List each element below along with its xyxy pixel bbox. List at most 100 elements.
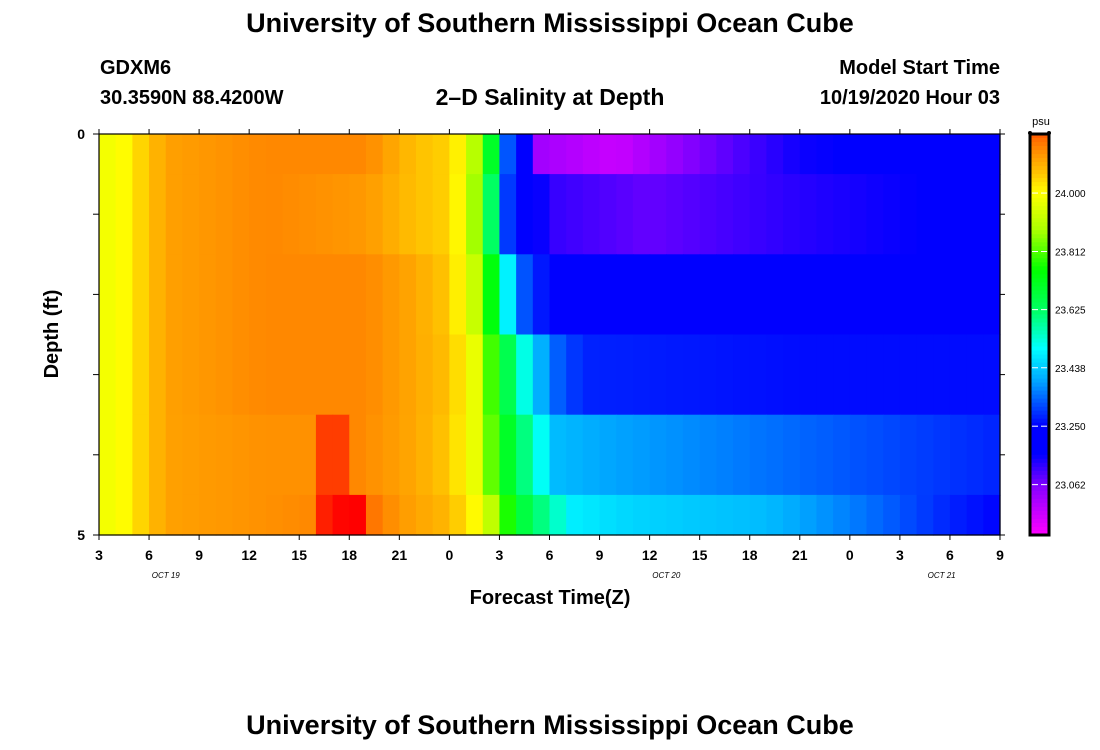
colorbar-segment	[1030, 206, 1049, 211]
heatmap-cell	[482, 254, 501, 336]
heatmap-cell	[983, 414, 1001, 496]
heatmap-cell	[766, 134, 784, 175]
colorbar-segment	[1030, 490, 1049, 496]
x-tick-label: 12	[642, 547, 658, 563]
heatmap-cell	[499, 414, 517, 496]
colorbar-segment	[1030, 438, 1049, 444]
heatmap-cell	[899, 134, 918, 175]
colorbar-segment	[1030, 446, 1049, 452]
x-tick-label: 3	[496, 547, 504, 563]
heatmap-cell	[666, 494, 684, 536]
heatmap-cell	[132, 254, 150, 336]
colorbar-segment	[1030, 350, 1049, 356]
heatmap-cell	[432, 174, 450, 255]
heatmap-cell	[783, 254, 801, 336]
heatmap-cell	[766, 494, 784, 536]
colorbar-segment	[1030, 170, 1049, 175]
heatmap-cell	[516, 254, 534, 336]
heatmap-cell	[599, 174, 617, 255]
model-start-value: 10/19/2020 Hour 03	[819, 87, 1000, 109]
x-tick-label: 6	[946, 547, 954, 563]
heatmap-cell	[599, 334, 617, 416]
colorbar-segment	[1030, 146, 1049, 151]
colorbar-segment	[1030, 362, 1049, 368]
heatmap-cell	[249, 494, 267, 536]
colorbar-segment	[1030, 254, 1049, 259]
heatmap-cell	[299, 134, 317, 175]
heatmap-cell	[716, 494, 734, 536]
colorbar-segment	[1030, 182, 1049, 187]
heatmap-cell	[582, 334, 601, 416]
heatmap-cell	[716, 254, 734, 336]
colorbar-segment	[1030, 326, 1049, 332]
heatmap-cell	[816, 414, 834, 496]
heatmap-cell	[599, 134, 617, 175]
station-id: GDXM6	[100, 57, 172, 79]
heatmap-cell	[199, 334, 217, 416]
date-label: OCT 20	[652, 571, 681, 580]
heatmap-cell	[482, 494, 501, 536]
colorbar-segment	[1030, 422, 1049, 428]
colorbar-segment	[1030, 166, 1049, 171]
heatmap-cell	[365, 414, 384, 496]
heatmap-cell	[199, 174, 217, 255]
x-tick-label: 15	[692, 547, 708, 563]
heatmap-cell	[649, 334, 667, 416]
heatmap-cell	[499, 494, 517, 536]
date-label: OCT 21	[928, 571, 956, 580]
heatmap-cell	[616, 254, 634, 336]
heatmap-cell	[632, 254, 651, 336]
heatmap-cell	[866, 414, 884, 496]
heatmap-cell	[816, 494, 834, 536]
colorbar-corner-dot	[1047, 131, 1051, 135]
heatmap-cell	[549, 414, 567, 496]
colorbar-segment	[1030, 274, 1049, 279]
heatmap-cell	[315, 134, 334, 175]
colorbar-segment	[1030, 158, 1049, 163]
heatmap-cell	[215, 414, 234, 496]
heatmap-cell	[849, 334, 868, 416]
heatmap-cell	[649, 254, 667, 336]
heatmap-cell	[916, 494, 934, 536]
heatmap-cell	[165, 414, 184, 496]
page-title: University of Southern Mississippi Ocean…	[246, 8, 854, 38]
heatmap-cell	[449, 414, 467, 496]
heatmap-cell	[616, 494, 634, 536]
heatmap-cell	[232, 414, 250, 496]
colorbar-segment	[1030, 330, 1049, 336]
heatmap-cell	[582, 254, 601, 336]
heatmap-cell	[949, 254, 968, 336]
colorbar-segment	[1030, 302, 1049, 308]
heatmap-cell	[399, 414, 417, 496]
heatmap-cell	[132, 334, 150, 416]
heatmap-cell	[766, 334, 784, 416]
heatmap-cell	[749, 174, 768, 255]
colorbar-segment	[1030, 402, 1049, 408]
heatmap-cell	[149, 174, 167, 255]
heatmap-cell	[883, 254, 901, 336]
heatmap-cell	[449, 334, 467, 416]
heatmap-cell	[933, 334, 951, 416]
heatmap-cell	[449, 134, 467, 175]
heatmap-cell	[399, 494, 417, 536]
heatmap-cell	[582, 134, 601, 175]
heatmap-cell	[99, 174, 117, 255]
heatmap-cell	[132, 174, 150, 255]
heatmap-cell	[115, 254, 133, 336]
heatmap-cell	[733, 134, 751, 175]
heatmap-cell	[382, 134, 400, 175]
heatmap-cell	[632, 494, 651, 536]
colorbar-segment	[1030, 338, 1049, 344]
colorbar-segment	[1030, 506, 1049, 512]
heatmap-cell	[232, 174, 250, 255]
colorbar-segment	[1030, 314, 1049, 320]
heatmap-cell	[532, 494, 551, 536]
heatmap-cell	[165, 134, 184, 175]
heatmap-cell	[482, 134, 501, 175]
heatmap-cell	[249, 334, 267, 416]
heatmap-cell	[766, 174, 784, 255]
heatmap-cell	[249, 134, 267, 175]
heatmap-cell	[265, 494, 284, 536]
heatmap-cell	[199, 254, 217, 336]
heatmap-cell	[482, 334, 501, 416]
